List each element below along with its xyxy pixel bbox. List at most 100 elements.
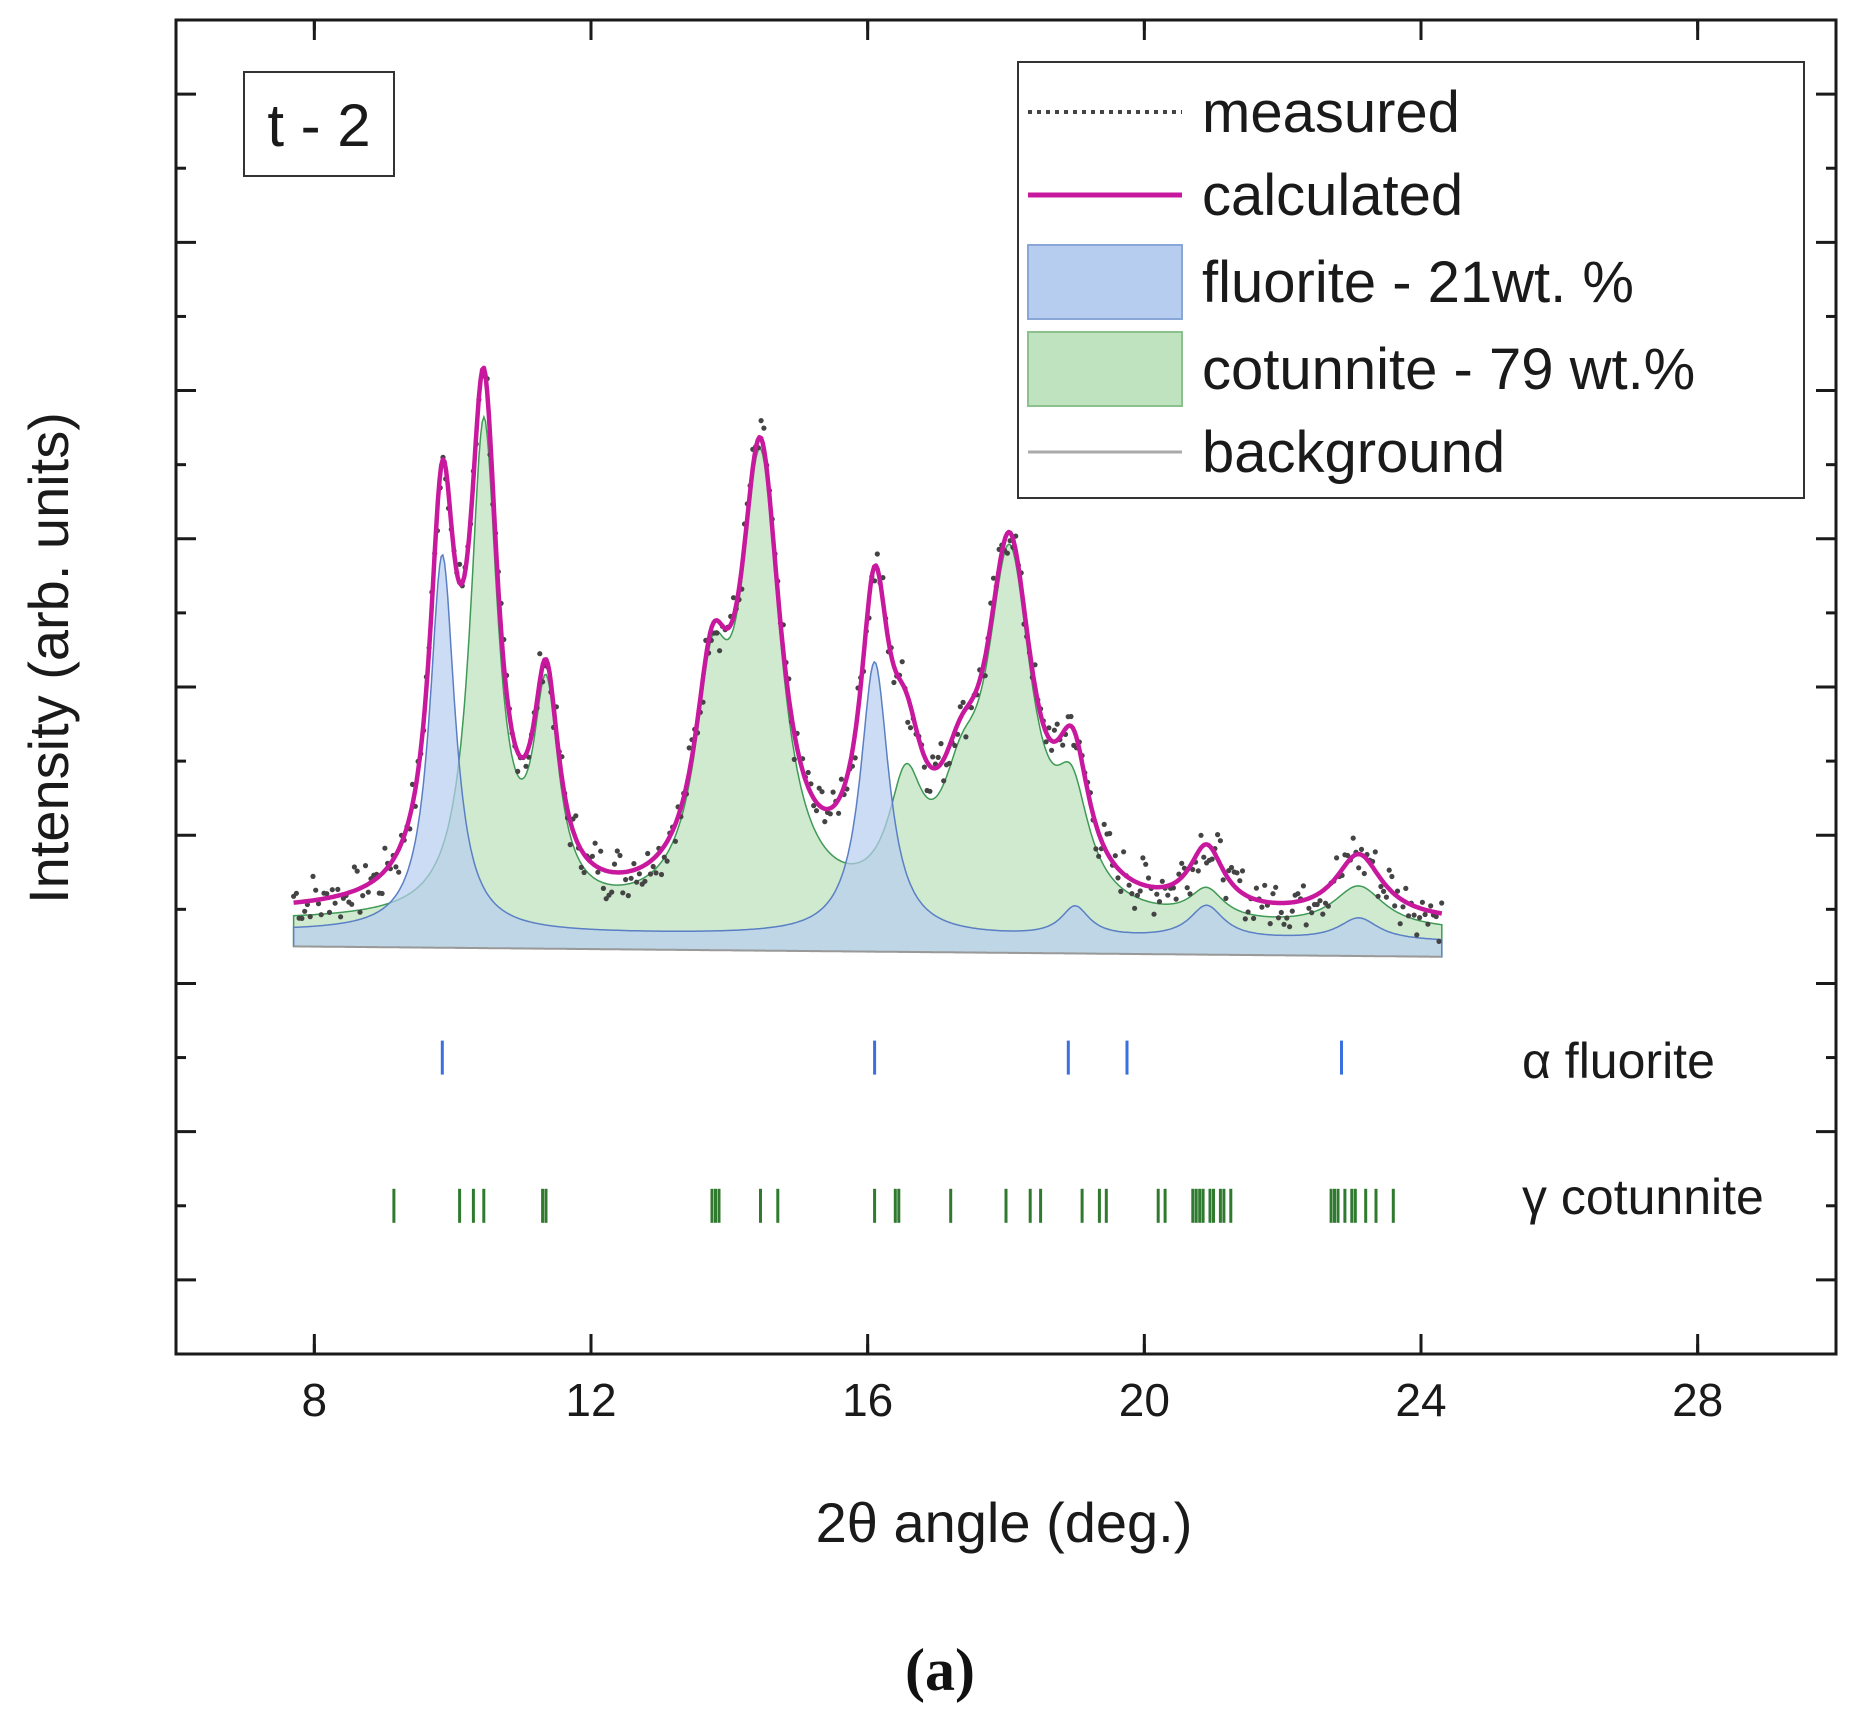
legend-measured-label: measured bbox=[1202, 80, 1460, 145]
measured-point bbox=[457, 561, 463, 567]
x-tick-label: 20 bbox=[1119, 1374, 1170, 1426]
measured-point bbox=[1422, 911, 1428, 918]
measured-point bbox=[1159, 878, 1165, 884]
measured-point bbox=[642, 878, 648, 884]
measured-point bbox=[1176, 871, 1182, 877]
measured-point bbox=[1129, 891, 1135, 897]
measured-point bbox=[1184, 885, 1190, 891]
measured-point bbox=[603, 896, 609, 902]
measured-point bbox=[714, 630, 720, 636]
measured-point bbox=[636, 871, 643, 877]
measured-point bbox=[1303, 922, 1309, 928]
measured-point bbox=[1275, 915, 1282, 921]
measured-point bbox=[324, 891, 330, 897]
measured-point bbox=[628, 875, 634, 881]
measured-point bbox=[609, 889, 615, 895]
measured-point bbox=[625, 893, 631, 899]
measured-point bbox=[664, 858, 670, 864]
measured-point bbox=[1267, 921, 1273, 927]
measured-point bbox=[1156, 899, 1163, 905]
measured-point bbox=[1295, 891, 1301, 897]
measured-point bbox=[623, 877, 629, 883]
measured-point bbox=[614, 848, 620, 854]
measured-point bbox=[299, 915, 305, 922]
measured-point bbox=[379, 890, 385, 897]
measured-point bbox=[1259, 904, 1265, 910]
legend-fluorite-swatch bbox=[1027, 244, 1183, 320]
measured-point bbox=[1239, 868, 1246, 874]
measured-point bbox=[1394, 888, 1401, 894]
measured-point bbox=[1046, 725, 1052, 731]
measured-point bbox=[982, 673, 988, 679]
measured-point bbox=[396, 869, 402, 875]
measured-point bbox=[827, 811, 833, 817]
measured-point bbox=[830, 789, 836, 795]
measured-point bbox=[658, 871, 665, 878]
measured-point bbox=[1386, 867, 1392, 873]
measured-point bbox=[645, 850, 651, 857]
measured-point bbox=[581, 869, 587, 876]
measured-point bbox=[1356, 865, 1362, 871]
figure-caption: (a) bbox=[905, 1637, 975, 1703]
legend-cotunnite-swatch bbox=[1027, 331, 1183, 407]
calculated-line bbox=[292, 365, 1443, 916]
measured-point bbox=[1121, 849, 1127, 855]
phase-label-fluorite: α fluorite bbox=[1522, 1033, 1715, 1089]
legend-fluorite-label: fluorite - 21wt. % bbox=[1202, 250, 1634, 315]
measured-point bbox=[1381, 888, 1387, 895]
measured-point bbox=[589, 853, 596, 859]
measured-point bbox=[1334, 855, 1340, 861]
measured-point bbox=[515, 768, 521, 775]
measured-point bbox=[963, 734, 969, 740]
measured-point bbox=[1314, 901, 1320, 908]
measured-point bbox=[1400, 904, 1406, 910]
measured-point bbox=[598, 848, 604, 854]
measured-point bbox=[1051, 727, 1057, 733]
measured-point bbox=[592, 840, 598, 846]
measured-point bbox=[1228, 864, 1235, 871]
measured-point bbox=[617, 852, 623, 859]
measured-point bbox=[357, 909, 363, 915]
x-tick-label: 12 bbox=[565, 1374, 616, 1426]
legend: measured calculated fluorite - 21wt. % c… bbox=[1017, 61, 1805, 499]
measured-point bbox=[930, 754, 936, 760]
measured-point bbox=[365, 889, 371, 895]
measured-point bbox=[1209, 856, 1215, 862]
x-tick-label: 16 bbox=[842, 1374, 893, 1426]
measured-point bbox=[1251, 915, 1257, 922]
measured-point bbox=[349, 901, 355, 907]
measured-point bbox=[595, 869, 601, 875]
measured-point bbox=[811, 803, 817, 809]
measured-point bbox=[1383, 894, 1389, 900]
measured-point bbox=[1278, 909, 1284, 916]
measured-point bbox=[1392, 903, 1398, 909]
measured-point bbox=[1223, 895, 1229, 902]
measured-point bbox=[1198, 832, 1204, 838]
measured-point bbox=[310, 873, 316, 880]
measured-point bbox=[611, 861, 618, 867]
measured-point bbox=[672, 838, 679, 844]
measured-point bbox=[1389, 873, 1395, 880]
measured-point bbox=[1284, 915, 1290, 921]
measured-point bbox=[1419, 899, 1425, 905]
measured-point bbox=[805, 769, 811, 776]
measured-point bbox=[354, 868, 360, 874]
measured-point bbox=[1375, 893, 1381, 899]
x-tick-label: 28 bbox=[1672, 1374, 1723, 1426]
cotunnite-markers bbox=[392, 1188, 1395, 1223]
measured-point bbox=[927, 788, 933, 794]
measured-point bbox=[816, 785, 822, 791]
measured-point bbox=[1317, 898, 1323, 904]
measured-point bbox=[1132, 905, 1138, 911]
measured-point bbox=[315, 901, 322, 907]
measured-point bbox=[1154, 891, 1160, 897]
measured-point bbox=[1414, 932, 1420, 938]
measured-point bbox=[302, 908, 308, 914]
axis-ticks: 8 12 16 20 24 28 bbox=[176, 20, 1836, 1426]
measured-point bbox=[1350, 835, 1356, 841]
measured-point bbox=[1234, 870, 1240, 876]
measured-point bbox=[1287, 924, 1293, 930]
measured-point bbox=[1134, 892, 1140, 899]
measured-point bbox=[573, 813, 579, 819]
background-line bbox=[293, 945, 1442, 958]
